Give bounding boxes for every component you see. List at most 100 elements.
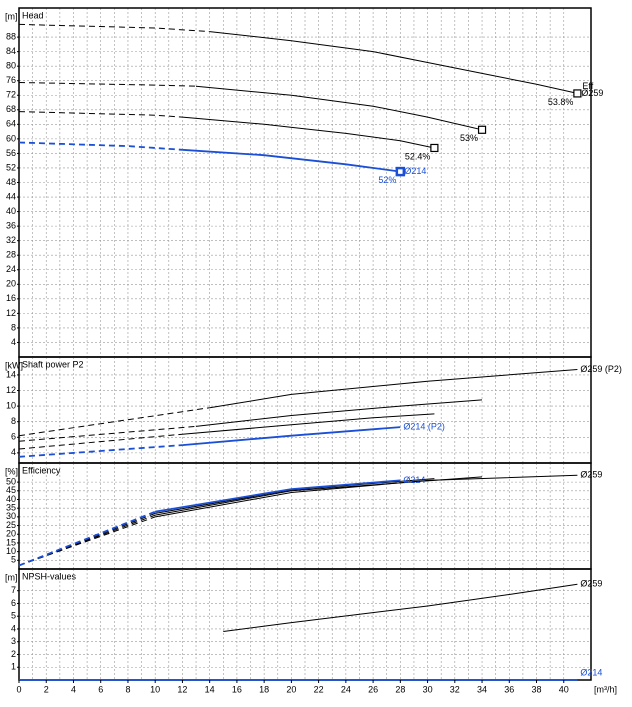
x-tick-label: 22	[314, 684, 324, 694]
y-tick-label: 56	[6, 148, 16, 158]
y-tick-label: 16	[6, 293, 16, 303]
curve-dashed	[18, 444, 183, 458]
panel-title: NPSH-values	[22, 571, 77, 581]
y-tick-label: 12	[6, 308, 16, 318]
y-tick-label: 2	[11, 649, 16, 659]
eff-label: 52%	[378, 175, 396, 185]
curve-dashed	[18, 433, 183, 450]
curve-dashed	[18, 425, 197, 442]
y-tick-label: 68	[6, 104, 16, 114]
y-tick-label: 52	[6, 162, 16, 172]
y-tick-label: 25	[6, 520, 16, 530]
panel-title: Shaft power P2	[22, 359, 84, 369]
x-tick-label: 16	[232, 684, 242, 694]
curve-label: Ø259	[580, 470, 602, 480]
y-tick-label: 76	[6, 75, 16, 85]
x-tick-label: 8	[125, 684, 130, 694]
y-tick-label: 80	[6, 61, 16, 71]
curve	[209, 369, 578, 409]
y-tick-label: 30	[6, 511, 16, 521]
y-axis-unit: [m]	[5, 572, 18, 582]
y-tick-label: 6	[11, 432, 16, 442]
eff-label: 53%	[460, 133, 478, 143]
curve	[155, 476, 483, 516]
y-tick-label: 15	[6, 537, 16, 547]
y-tick-label: 4	[11, 623, 16, 633]
x-tick-label: 18	[259, 684, 269, 694]
curve	[182, 148, 401, 173]
y-tick-label: 32	[6, 235, 16, 245]
curve-dashed	[18, 82, 197, 87]
x-tick-label: 2	[44, 684, 49, 694]
y-tick-label: 20	[6, 529, 16, 539]
x-tick-label: 4	[71, 684, 76, 694]
x-tick-label: 20	[286, 684, 296, 694]
y-tick-label: 10	[6, 400, 16, 410]
curve	[182, 426, 401, 446]
y-tick-label: 5	[11, 611, 16, 621]
y-tick-label: 64	[6, 119, 16, 129]
y-tick-label: 14	[6, 369, 16, 379]
x-tick-label: 40	[559, 684, 569, 694]
x-tick-label: 28	[395, 684, 405, 694]
curve-dashed	[18, 510, 156, 567]
end-marker	[395, 166, 406, 177]
curve-dashed	[18, 407, 210, 437]
y-tick-label: 8	[11, 416, 16, 426]
end-marker	[430, 143, 439, 153]
curve	[182, 116, 435, 149]
curve-label: Ø259 (P2)	[580, 364, 622, 374]
end-marker	[477, 125, 487, 134]
y-tick-label: 45	[6, 485, 16, 495]
x-tick-label: 0	[16, 684, 21, 694]
curve	[195, 85, 483, 131]
x-tick-label: 32	[450, 684, 460, 694]
y-tick-label: 6	[11, 598, 16, 608]
y-tick-label: 10	[6, 546, 16, 556]
y-tick-label: 36	[6, 221, 16, 231]
x-tick-label: 26	[368, 684, 378, 694]
curve-label: Ø214	[404, 166, 426, 176]
y-tick-label: 48	[6, 177, 16, 187]
curve-dashed	[18, 141, 183, 151]
y-tick-label: 84	[6, 46, 16, 56]
y-tick-label: 72	[6, 90, 16, 100]
curve-label: Ø259	[580, 579, 602, 589]
y-tick-label: 88	[6, 31, 16, 41]
y-tick-label: 20	[6, 279, 16, 289]
y-axis-unit: [m]	[5, 11, 18, 21]
x-tick-label: 34	[477, 684, 487, 694]
y-tick-label: 1	[11, 662, 16, 672]
curve	[155, 479, 401, 513]
y-tick-label: 40	[6, 494, 16, 504]
panel-title: Head	[22, 10, 44, 20]
eff-label: 53.8%	[548, 97, 574, 107]
y-tick-label: 44	[6, 191, 16, 201]
y-tick-label: 4	[11, 447, 16, 457]
curve	[223, 583, 578, 632]
y-tick-label: 7	[11, 585, 16, 595]
y-axis-unit: [%]	[5, 466, 18, 476]
y-tick-label: 40	[6, 206, 16, 216]
x-tick-label: 12	[177, 684, 187, 694]
curve-dashed	[18, 23, 210, 33]
curve-label: Ø214	[580, 667, 602, 677]
x-tick-label: 6	[98, 684, 103, 694]
x-tick-label: 38	[532, 684, 542, 694]
y-tick-label: 3	[11, 636, 16, 646]
y-tick-label: 4	[11, 337, 16, 347]
y-tick-label: 5	[11, 555, 16, 565]
curve	[155, 474, 578, 518]
y-tick-label: 50	[6, 476, 16, 486]
curve	[209, 31, 578, 94]
eff-label: 52.4%	[405, 151, 431, 161]
curve-label: Ø214 (P2)	[403, 422, 445, 432]
y-tick-label: 60	[6, 133, 16, 143]
x-tick-label: 24	[341, 684, 351, 694]
curve-label: Ø259	[581, 88, 603, 98]
x-tick-label: 10	[150, 684, 160, 694]
panel-title: Efficiency	[22, 465, 61, 475]
x-tick-label: 30	[423, 684, 433, 694]
